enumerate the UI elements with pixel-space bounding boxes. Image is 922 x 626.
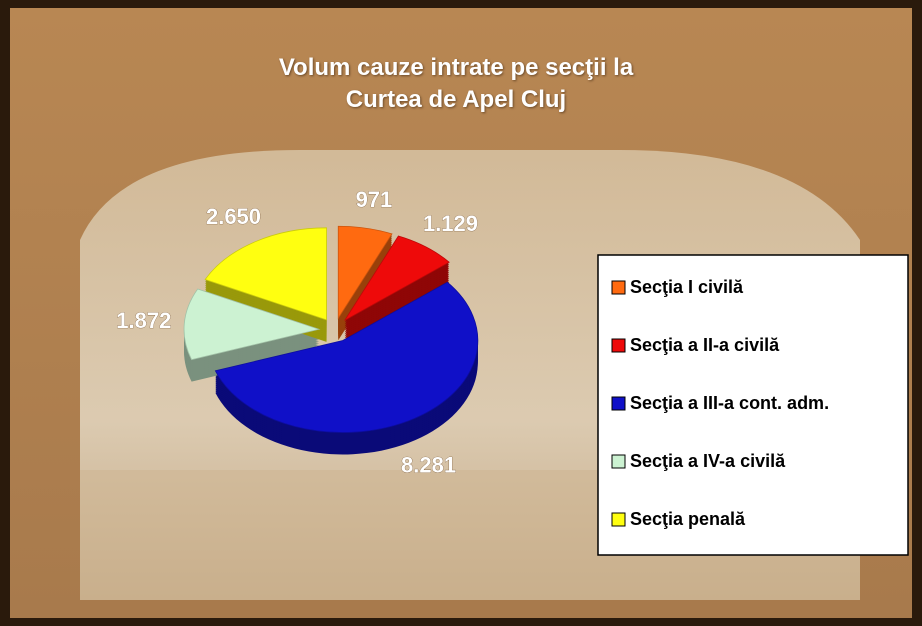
legend-swatch	[612, 455, 625, 468]
chart-frame: 971 1.129 8.281 1.872 2.650 Secţia I civilă Se…	[0, 0, 922, 626]
data-label: 971	[356, 187, 393, 212]
legend-swatch	[612, 513, 625, 526]
data-label: 1.129	[423, 211, 478, 236]
data-label: 2.650	[206, 204, 261, 229]
chart-title: Volum cauze intrate pe secţii la Curtea …	[246, 52, 666, 116]
legend-swatch	[612, 397, 625, 410]
legend-label: Secţia a IV-a civilă	[630, 451, 786, 471]
legend-swatch	[612, 281, 625, 294]
legend-label: Secţia I civilă	[630, 277, 744, 297]
legend-swatch	[612, 339, 625, 352]
legend-label: Secţia penală	[630, 509, 746, 529]
data-label: 8.281	[401, 453, 456, 478]
legend-label: Secţia a II-a civilă	[630, 335, 780, 355]
data-label: 1.872	[116, 308, 171, 333]
legend-label: Secţia a III-a cont. adm.	[630, 393, 829, 413]
